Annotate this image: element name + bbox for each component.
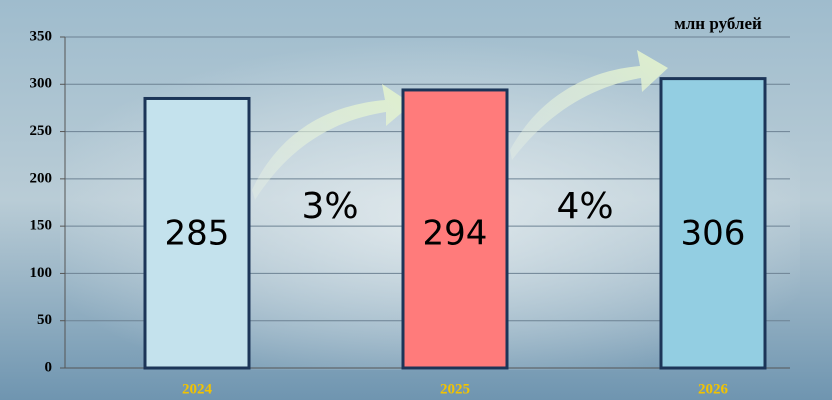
- y-tick-label: 300: [30, 76, 53, 92]
- x-tick-label: 2025: [440, 381, 470, 397]
- y-tick-label: 100: [30, 265, 53, 281]
- growth-arrow: [252, 84, 412, 200]
- value-label: 306: [681, 214, 746, 254]
- x-tick-label: 2026: [698, 381, 729, 397]
- bar: [143, 96, 251, 370]
- y-tick-label: 0: [45, 359, 53, 375]
- y-tick-label: 200: [30, 170, 53, 186]
- bar: [659, 77, 767, 370]
- y-tick-label: 50: [37, 312, 52, 328]
- x-tick-label: 2024: [182, 381, 213, 397]
- growth-label: 4%: [556, 186, 613, 227]
- y-tick-label: 250: [30, 123, 53, 139]
- value-label: 294: [423, 214, 488, 254]
- growth-arrow: [510, 50, 668, 160]
- unit-label: млн рублей: [674, 14, 762, 33]
- growth-label: 3%: [301, 186, 358, 227]
- bar: [401, 88, 509, 370]
- y-tick-label: 350: [30, 28, 53, 44]
- y-tick-label: 150: [30, 218, 53, 234]
- value-label: 285: [165, 214, 230, 254]
